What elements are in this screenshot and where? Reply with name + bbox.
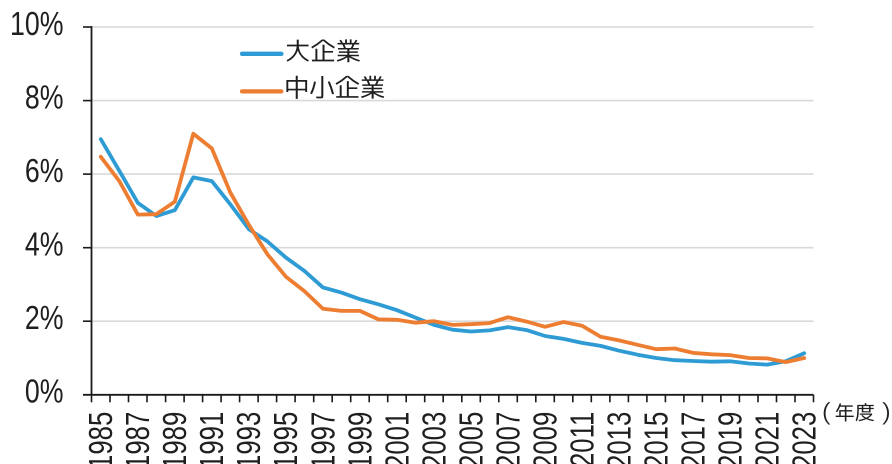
svg-text:2015: 2015 [638,412,675,464]
svg-text:1997: 1997 [305,412,342,464]
svg-text:10%: 10% [10,6,63,42]
svg-text:1985: 1985 [83,412,120,464]
svg-text:1987: 1987 [120,412,157,464]
svg-text:2001: 2001 [379,412,416,464]
svg-text:2007: 2007 [490,412,527,464]
svg-text:1995: 1995 [268,412,305,464]
svg-text:0%: 0% [25,374,64,410]
svg-text:2011: 2011 [564,412,601,464]
svg-text:2023: 2023 [787,412,824,464]
svg-text:1991: 1991 [194,412,231,464]
svg-text:1993: 1993 [231,412,268,464]
svg-text:2%: 2% [25,301,64,337]
svg-text:2009: 2009 [527,412,564,464]
svg-text:2005: 2005 [453,412,490,464]
svg-text:4%: 4% [25,227,64,263]
svg-text:1999: 1999 [342,412,379,464]
svg-text:8%: 8% [25,80,64,116]
svg-text:2019: 2019 [713,412,750,464]
svg-text:2013: 2013 [601,412,638,464]
svg-text:6%: 6% [25,153,64,189]
svg-text:2003: 2003 [416,412,453,464]
svg-text:1989: 1989 [157,412,194,464]
svg-text:2017: 2017 [676,412,713,464]
svg-text:2021: 2021 [750,412,787,464]
